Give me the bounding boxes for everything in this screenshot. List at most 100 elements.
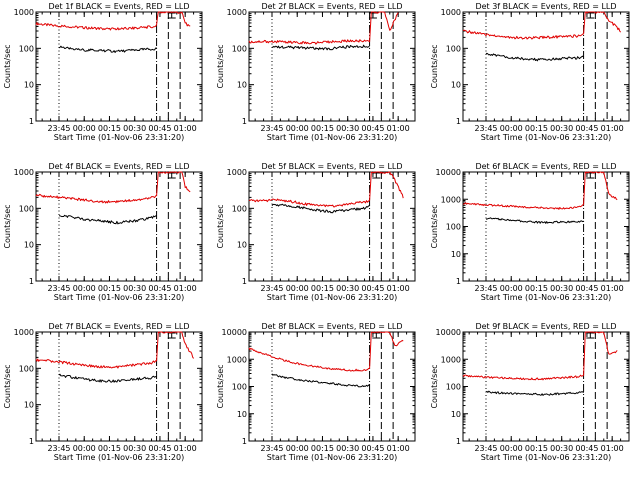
y-axis-label: Counts/sec	[430, 204, 439, 248]
y-tick-label: 10	[237, 410, 247, 419]
y-tick-label: 1	[242, 437, 247, 446]
x-axis-label: Start Time (01-Nov-06 23:31:20)	[267, 133, 397, 142]
x-tick-label: 00:30	[123, 284, 146, 293]
x-tick-label: 00:30	[336, 444, 359, 453]
time-marker-glyph	[167, 172, 176, 179]
x-tick-label: 23:45	[260, 284, 283, 293]
y-axis-label: Counts/sec	[3, 204, 12, 248]
time-marker-glyph	[372, 172, 381, 179]
x-tick-label: 00:15	[98, 124, 121, 133]
y-tick-label: 1000	[14, 8, 34, 17]
x-axis-label: Start Time (01-Nov-06 23:31:20)	[54, 293, 184, 302]
y-tick-label: 10	[451, 410, 461, 419]
series-line-events	[271, 203, 370, 214]
x-tick-label: 00:30	[123, 124, 146, 133]
y-tick-label: 1	[242, 277, 247, 286]
y-tick-label: 10	[451, 81, 461, 90]
series-line-events	[486, 217, 584, 224]
series-line-lld	[462, 11, 621, 40]
x-tick-label: 01:00	[387, 124, 410, 133]
x-tick-label: 01:00	[601, 124, 624, 133]
x-tick-label: 00:15	[525, 444, 548, 453]
chart-title: Det 8f BLACK = Events, RED = LLD	[261, 322, 402, 331]
x-tick-label: 00:00	[286, 284, 309, 293]
plot-frame	[35, 171, 203, 282]
y-tick-label: 1000	[227, 355, 247, 364]
detector-panel: Det 5f BLACK = Events, RED = LLD 1 10 100 10…	[216, 162, 416, 302]
y-axis-label: Counts/sec	[216, 364, 225, 408]
x-tick-label: 23:45	[474, 124, 497, 133]
y-tick-label: 100	[446, 223, 461, 232]
x-tick-label: 00:00	[73, 444, 96, 453]
y-tick-label: 1000	[14, 328, 34, 337]
y-tick-label: 1	[29, 117, 34, 126]
x-tick-label: 00:30	[336, 284, 359, 293]
series-line-events	[271, 373, 370, 388]
series-line-lld	[35, 171, 191, 204]
y-tick-label: 10	[237, 241, 247, 250]
series-line-lld	[462, 331, 618, 381]
y-axis-label: Counts/sec	[216, 204, 225, 248]
plot-frame	[248, 171, 416, 282]
series-line-events	[485, 52, 584, 62]
y-axis-label: Counts/sec	[430, 364, 439, 408]
y-tick-label: 1000	[227, 168, 247, 177]
y-axis-label: Counts/sec	[3, 44, 12, 88]
time-marker-glyph	[167, 332, 176, 339]
plot-frame	[462, 331, 630, 442]
y-tick-label: 1	[456, 117, 461, 126]
x-tick-label: 01:00	[174, 124, 197, 133]
plot-frame	[462, 11, 630, 122]
x-tick-label: 01:00	[174, 284, 197, 293]
plot-frame	[35, 331, 203, 442]
y-tick-label: 1000	[227, 8, 247, 17]
x-tick-label: 00:30	[336, 124, 359, 133]
x-tick-label: 00:15	[311, 284, 334, 293]
plot-frame	[35, 11, 203, 122]
time-marker-glyph	[167, 12, 176, 19]
y-tick-label: 1	[29, 437, 34, 446]
time-marker-glyph	[586, 172, 595, 179]
chart-title: Det 2f BLACK = Events, RED = LLD	[261, 2, 402, 11]
y-tick-label: 100	[19, 204, 34, 213]
x-tick-label: 00:00	[286, 124, 309, 133]
series-line-lld	[248, 171, 404, 208]
y-tick-label: 10000	[436, 168, 461, 177]
y-axis-label: Counts/sec	[216, 44, 225, 88]
detector-panel: Det 2f BLACK = Events, RED = LLD 1 10 100 10…	[216, 2, 416, 142]
x-tick-label: 00:45	[575, 444, 598, 453]
x-tick-label: 00:45	[361, 444, 384, 453]
x-tick-label: 00:45	[361, 124, 384, 133]
time-marker-glyph	[368, 12, 377, 19]
detector-panel: Det 7f BLACK = Events, RED = LLD 1 10 100 10…	[3, 322, 203, 462]
x-tick-label: 00:00	[500, 444, 523, 453]
chart-title: Det 9f BLACK = Events, RED = LLD	[475, 322, 616, 331]
x-tick-label: 00:15	[311, 444, 334, 453]
series-line-events	[58, 373, 157, 383]
x-tick-label: 00:15	[98, 284, 121, 293]
x-axis-label: Start Time (01-Nov-06 23:31:20)	[54, 133, 184, 142]
x-tick-label: 00:30	[550, 124, 573, 133]
y-tick-label: 1000	[441, 8, 461, 17]
x-tick-label: 01:00	[387, 444, 410, 453]
y-axis-label: Counts/sec	[430, 44, 439, 88]
plot-frame	[462, 171, 630, 282]
chart-title: Det 3f BLACK = Events, RED = LLD	[475, 2, 616, 11]
chart-title: Det 1f BLACK = Events, RED = LLD	[48, 2, 189, 11]
x-tick-label: 23:45	[260, 124, 283, 133]
y-tick-label: 10	[24, 401, 34, 410]
series-line-events	[485, 390, 584, 396]
chart-title: Det 5f BLACK = Events, RED = LLD	[261, 162, 402, 171]
y-tick-label: 1000	[14, 168, 34, 177]
y-tick-label: 100	[446, 383, 461, 392]
plot-frame	[248, 331, 416, 442]
x-axis-label: Start Time (01-Nov-06 23:31:20)	[54, 453, 184, 462]
series-line-events	[58, 45, 157, 53]
time-marker-glyph	[372, 332, 381, 339]
x-tick-label: 00:00	[73, 124, 96, 133]
series-line-lld	[35, 331, 194, 369]
x-tick-label: 00:45	[575, 124, 598, 133]
y-tick-label: 100	[232, 383, 247, 392]
y-tick-label: 1000	[441, 195, 461, 204]
x-tick-label: 00:00	[286, 444, 309, 453]
